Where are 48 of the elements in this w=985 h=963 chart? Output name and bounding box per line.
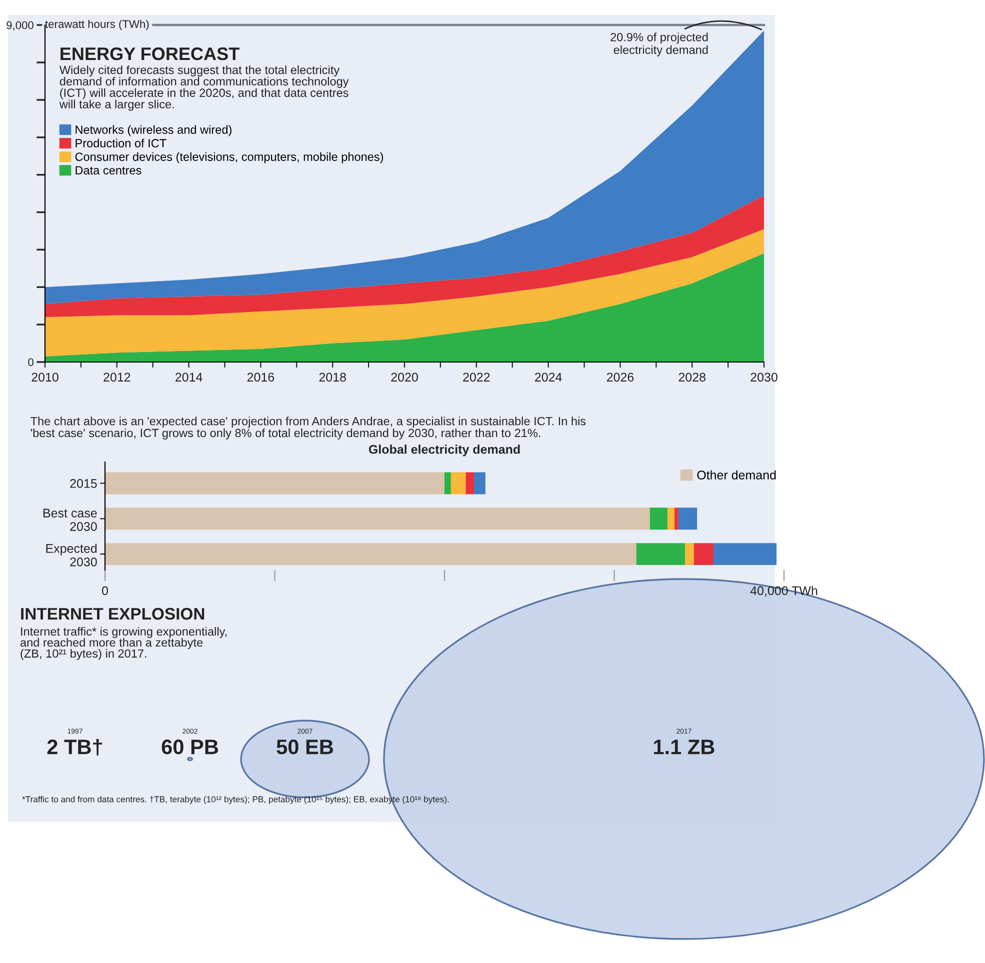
bar [474,472,486,494]
bar [636,543,686,566]
bar [466,472,474,494]
annotation: 20.9% of projected electricity demand [610,32,708,56]
y-tick-label: Best case 2030 [44,508,97,531]
text: ENERGY FORECAST [60,47,240,60]
y-tick-label: 2015 [70,479,97,488]
x-tick-label: 2020 [391,372,418,382]
bar [714,543,777,566]
legend-label: Other demand [697,470,776,480]
text: 60 PB [162,740,218,754]
text: 2 TB† [47,739,102,756]
x-tick-label: 2014 [176,372,202,382]
text: 50 EB [276,740,334,754]
x-tick-label: 2016 [247,372,274,382]
y-tick-label: 9,000 [6,21,34,30]
x-tick-label: 2026 [606,372,634,382]
text: Internet traffic* is growing exponentially, and reached more than a zettabyte (ZB, 10²¹ bytes) in 2017. [20,627,227,660]
text: 1.1 ZB [654,740,714,754]
x-tick-label: 2028 [678,372,706,382]
legend-label: Production of ICT [76,138,166,148]
x-tick-label: 2010 [32,372,58,382]
bar [105,543,636,566]
bar [650,508,668,530]
text: Widely cited forecasts suggest that the total electricity demand of information and communications technology (ICT) will accelerate in the 2020s, and that data centres will take a larger slice. [59,65,349,111]
legend-label: Consumer devices (televisions, computers, mobile phones) [75,152,384,164]
bar [105,472,444,494]
y-axis-title: terawatt hours (TWh) [45,20,149,30]
x-tick-label: 2024 [535,372,562,382]
x-tick-label: 2018 [319,372,346,382]
bar [678,508,698,530]
chart-title: Global electricity demand [368,444,520,456]
bar [685,543,694,566]
legend-label: Data centres [76,166,142,174]
x-tick-label: 40,000 TWh [750,586,818,597]
bar [450,472,466,494]
bar [674,508,678,530]
x-tick-label: 2030 [750,372,778,382]
x-tick-label: 2012 [104,372,130,382]
bar [694,543,714,566]
y-tick-label: Expected 2030 [46,544,97,566]
text: The chart above is an 'expected case' projection from Anders Andrae, a specialist in sustainable ICT. In his 'best case' scenario, ICT grows to only 8% of total electricity demand by 2030, rather than to 21%. [30,416,586,440]
bar [444,472,451,494]
text: INTERNET EXPLOSION [21,608,204,620]
legend-label: Networks (wireless and wired) [76,125,232,136]
bar [105,508,650,530]
bar [668,508,675,530]
x-tick-label: 2022 [463,372,490,382]
